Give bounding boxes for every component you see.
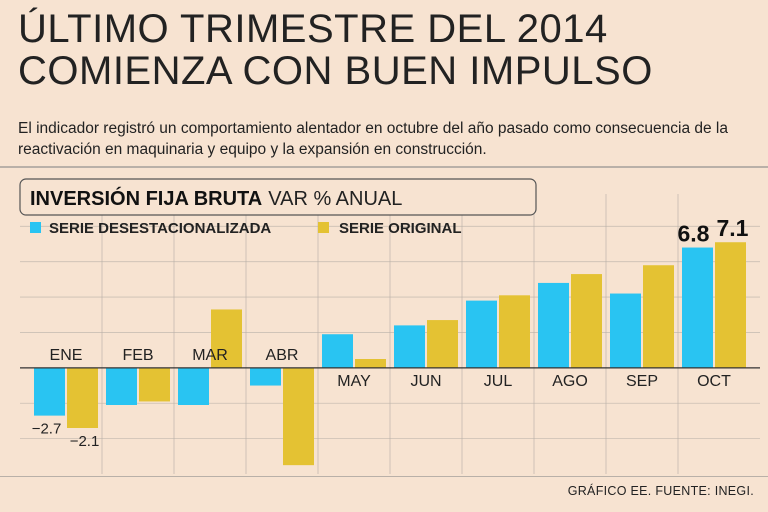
bar-desestacionalizada-mar: [178, 367, 209, 405]
bar-desestacionalizada-jul: [466, 300, 497, 368]
title-line-1: ÚLTIMO TRIMESTRE DEL 2014: [18, 7, 608, 51]
legend-label-desestacionalizada: SERIE DESESTACIONALIZADA: [49, 220, 271, 237]
data-label: −2.7: [32, 421, 62, 438]
category-label-mar: MAR: [192, 347, 228, 364]
category-label-oct: OCT: [697, 373, 731, 390]
footer-divider: [0, 476, 768, 477]
bar-original-mar: [211, 309, 242, 368]
legend-swatch-original: [318, 222, 329, 233]
category-label-ene: ENE: [50, 347, 83, 364]
category-label-jul: JUL: [484, 373, 513, 390]
bar-desestacionalizada-jun: [394, 325, 425, 368]
bar-original-ago: [571, 274, 602, 368]
category-label-sep: SEP: [626, 373, 658, 390]
chart-title-box: [19, 178, 537, 216]
bar-desestacionalizada-ago: [538, 282, 569, 368]
chart-title-bold: INVERSIÓN FIJA BRUTA: [30, 186, 262, 210]
legend-swatch-desestacionalizada: [30, 222, 41, 233]
category-label-jun: JUN: [410, 373, 441, 390]
header-divider: [0, 166, 768, 168]
category-label-may: MAY: [337, 373, 371, 390]
bar-original-abr: [283, 367, 314, 466]
bar-desestacionalizada-feb: [106, 367, 137, 405]
category-label-abr: ABR: [266, 347, 299, 364]
subtitle: El indicador registró un comportamiento …: [18, 120, 728, 158]
bar-original-ene: [67, 367, 98, 428]
data-label: −2.1: [70, 433, 100, 450]
chart-title-regular: VAR % ANUAL: [268, 188, 402, 210]
bar-original-may: [355, 359, 386, 368]
bar-original-sep: [643, 265, 674, 368]
chart-area: ENE FEB MAR ABR MAY JUN JUL AGO SEP OCT −2.7 −2.1 6.…: [19, 178, 760, 474]
page-title: ÚLTIMO TRIMESTRE DEL 2014 COMIENZA CON B…: [18, 8, 758, 92]
category-label-feb: FEB: [122, 347, 153, 364]
bar-original-feb: [139, 367, 170, 402]
source-note: GRÁFICO EE. FUENTE: INEGI.: [567, 484, 754, 498]
bar-desestacionalizada-oct: [682, 247, 713, 368]
legend-label-original: SERIE ORIGINAL: [339, 220, 462, 237]
category-label-ago: AGO: [552, 373, 588, 390]
data-label: 6.8: [678, 221, 710, 247]
bar-desestacionalizada-abr: [250, 367, 281, 386]
bar-original-jul: [499, 295, 530, 368]
title-line-2: COMIENZA CON BUEN IMPULSO: [18, 49, 653, 93]
bar-desestacionalizada-sep: [610, 293, 641, 368]
bar-desestacionalizada-ene: [34, 367, 65, 416]
bar-desestacionalizada-may: [322, 334, 353, 368]
bar-original-oct: [715, 242, 746, 368]
bar-original-jun: [427, 320, 458, 368]
data-label: 7.1: [717, 215, 749, 241]
